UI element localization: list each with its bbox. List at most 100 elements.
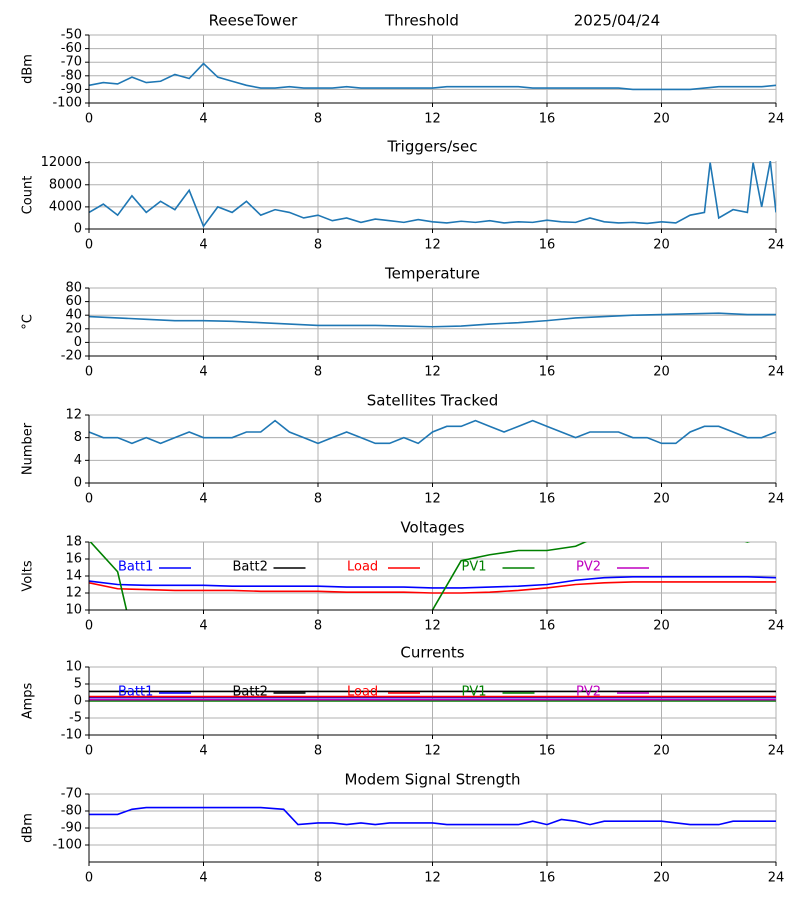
y-tick-label: 12000 bbox=[41, 155, 82, 170]
x-tick-label: 20 bbox=[653, 619, 670, 634]
chart-title: Triggers/sec bbox=[387, 138, 478, 156]
y-tick-label: 60 bbox=[65, 294, 82, 309]
y-axis-label: dBm bbox=[21, 54, 36, 84]
x-tick-label: 20 bbox=[653, 112, 670, 127]
y-tick-label: -10 bbox=[61, 728, 82, 743]
x-tick-label: 16 bbox=[539, 112, 556, 127]
y-tick-label: 8 bbox=[74, 430, 82, 445]
data-line bbox=[89, 419, 776, 445]
y-tick-label: -5 bbox=[69, 711, 82, 726]
y-tick-label: -70 bbox=[61, 55, 82, 70]
data-line bbox=[89, 161, 776, 228]
x-tick-label: 24 bbox=[768, 871, 785, 886]
y-tick-label: 10 bbox=[65, 660, 82, 675]
y-tick-label: 80 bbox=[65, 281, 82, 296]
chart-title: Temperature bbox=[384, 265, 480, 283]
x-tick-label: 8 bbox=[314, 871, 322, 886]
x-tick-label: 8 bbox=[314, 112, 322, 127]
y-tick-label: 18 bbox=[65, 535, 82, 550]
x-tick-label: 8 bbox=[314, 619, 322, 634]
y-tick-label: 40 bbox=[65, 308, 82, 323]
y-tick-label: 16 bbox=[65, 552, 82, 567]
y-tick-label: -100 bbox=[52, 96, 82, 111]
y-tick-label: 0 bbox=[74, 335, 82, 350]
x-tick-label: 20 bbox=[653, 871, 670, 886]
y-axis-label: Amps bbox=[21, 682, 36, 719]
y-tick-label: -20 bbox=[61, 349, 82, 364]
data-line bbox=[89, 576, 776, 589]
y-tick-label: 8000 bbox=[49, 177, 82, 192]
x-tick-label: 16 bbox=[539, 744, 556, 759]
y-axis-label: Count bbox=[21, 176, 36, 215]
y-axis-label: °C bbox=[21, 314, 36, 330]
y-tick-label: 0 bbox=[74, 476, 82, 491]
legend-label: PV2 bbox=[576, 685, 601, 700]
panel: ReeseTower Threshold 2025/04/24 dBm 0 4 8 12 16 2… bbox=[21, 12, 785, 127]
y-tick-label: -90 bbox=[61, 82, 82, 97]
x-tick-label: 12 bbox=[424, 238, 441, 253]
x-tick-label: 12 bbox=[424, 871, 441, 886]
x-tick-label: 0 bbox=[85, 238, 93, 253]
chart-title: Voltages bbox=[400, 519, 464, 537]
legend-label: Batt2 bbox=[233, 560, 268, 575]
chart-title: Threshold bbox=[384, 12, 459, 30]
y-tick-label: -100 bbox=[52, 838, 82, 853]
x-tick-label: 24 bbox=[768, 238, 785, 253]
x-tick-label: 8 bbox=[314, 492, 322, 507]
y-tick-label: 0 bbox=[74, 222, 82, 237]
data-line bbox=[89, 62, 776, 91]
x-tick-label: 12 bbox=[424, 492, 441, 507]
x-tick-label: 24 bbox=[768, 744, 785, 759]
y-axis-label: Volts bbox=[21, 560, 36, 592]
x-tick-label: 12 bbox=[424, 619, 441, 634]
legend-label: PV1 bbox=[462, 685, 487, 700]
legend-label: Load bbox=[347, 560, 378, 575]
x-tick-label: 4 bbox=[199, 619, 207, 634]
x-tick-label: 8 bbox=[314, 744, 322, 759]
date: 2025/04/24 bbox=[574, 12, 660, 30]
x-tick-label: 20 bbox=[653, 238, 670, 253]
y-tick-label: 0 bbox=[74, 694, 82, 709]
x-tick-label: 16 bbox=[539, 492, 556, 507]
x-tick-label: 0 bbox=[85, 365, 93, 380]
x-tick-label: 0 bbox=[85, 871, 93, 886]
y-axis-label: dBm bbox=[21, 813, 36, 843]
legend-label: Batt1 bbox=[118, 560, 153, 575]
x-tick-label: 16 bbox=[539, 238, 556, 253]
legend-label: Batt2 bbox=[233, 685, 268, 700]
x-tick-label: 24 bbox=[768, 365, 785, 380]
x-tick-label: 12 bbox=[424, 744, 441, 759]
panel: Modem Signal Strength dBm 0 4 8 12 16 20 24 -100 -… bbox=[21, 771, 785, 886]
x-tick-label: 0 bbox=[85, 619, 93, 634]
chart-title: Satellites Tracked bbox=[367, 392, 498, 410]
x-tick-label: 24 bbox=[768, 112, 785, 127]
y-tick-label: 4000 bbox=[49, 199, 82, 214]
data-line bbox=[89, 806, 776, 826]
x-tick-label: 8 bbox=[314, 365, 322, 380]
station-name: ReeseTower bbox=[209, 12, 299, 30]
data-line bbox=[89, 581, 776, 594]
x-tick-label: 20 bbox=[653, 365, 670, 380]
x-tick-label: 12 bbox=[424, 365, 441, 380]
y-tick-label: -90 bbox=[61, 821, 82, 836]
y-tick-label: 10 bbox=[65, 603, 82, 618]
legend-label: PV1 bbox=[462, 560, 487, 575]
legend-label: PV2 bbox=[576, 560, 601, 575]
x-tick-label: 20 bbox=[653, 744, 670, 759]
x-tick-label: 24 bbox=[768, 619, 785, 634]
legend-label: Load bbox=[347, 685, 378, 700]
y-tick-label: -60 bbox=[61, 41, 82, 56]
x-tick-label: 4 bbox=[199, 744, 207, 759]
panel: Voltages Volts 0 4 8 12 16 20 24 10 12 14 16 18 Batt1 B… bbox=[21, 519, 785, 634]
legend-label: Batt1 bbox=[118, 685, 153, 700]
y-axis-label: Number bbox=[21, 422, 36, 475]
panel: Currents Amps 0 4 8 12 16 20 24 -10 -5 0 5 10 Batt1 Bat… bbox=[21, 644, 785, 759]
x-tick-label: 4 bbox=[199, 112, 207, 127]
x-tick-label: 0 bbox=[85, 492, 93, 507]
x-tick-label: 4 bbox=[199, 871, 207, 886]
x-tick-label: 20 bbox=[653, 492, 670, 507]
y-tick-label: -70 bbox=[61, 787, 82, 802]
x-tick-label: 4 bbox=[199, 365, 207, 380]
x-tick-label: 16 bbox=[539, 871, 556, 886]
